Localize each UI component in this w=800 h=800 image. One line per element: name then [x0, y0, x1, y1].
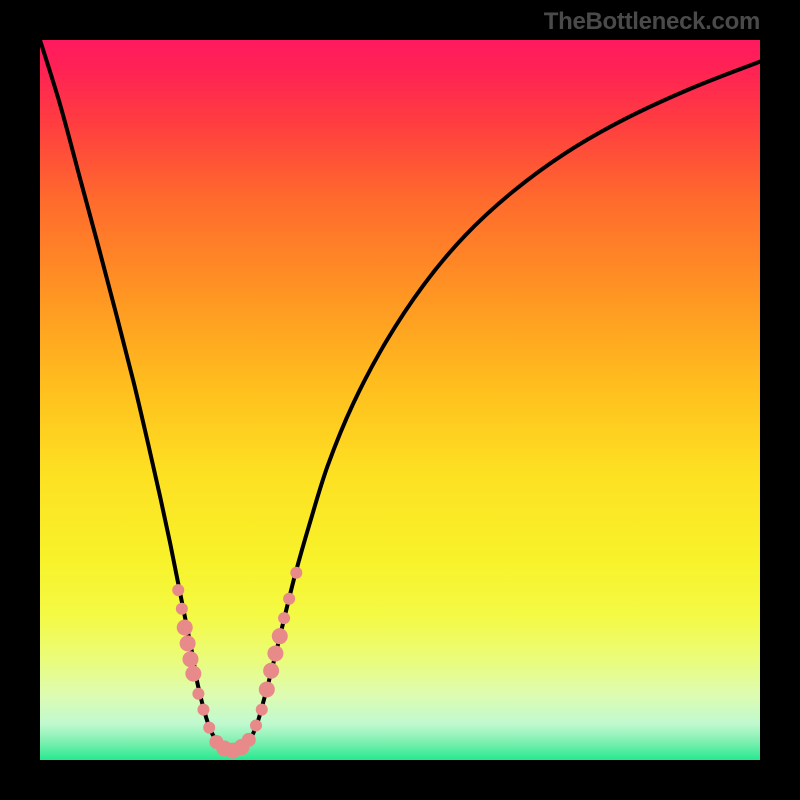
data-marker	[267, 645, 283, 661]
data-marker	[263, 663, 279, 679]
bottleneck-curve	[40, 40, 760, 751]
data-marker	[197, 704, 209, 716]
data-marker	[259, 681, 275, 697]
data-marker	[256, 704, 268, 716]
data-marker	[182, 651, 198, 667]
data-marker	[290, 567, 302, 579]
data-marker	[283, 593, 295, 605]
data-marker	[176, 603, 188, 615]
data-marker	[203, 722, 215, 734]
data-marker	[172, 584, 184, 596]
chart-container: TheBottleneck.com	[0, 0, 800, 800]
data-marker	[250, 719, 262, 731]
data-marker	[278, 612, 290, 624]
data-marker	[272, 628, 288, 644]
data-marker	[177, 620, 193, 636]
data-marker	[192, 688, 204, 700]
chart-overlay-svg	[0, 0, 800, 800]
data-marker	[185, 666, 201, 682]
data-marker	[242, 733, 256, 747]
data-marker	[180, 635, 196, 651]
data-markers-group	[172, 567, 302, 759]
